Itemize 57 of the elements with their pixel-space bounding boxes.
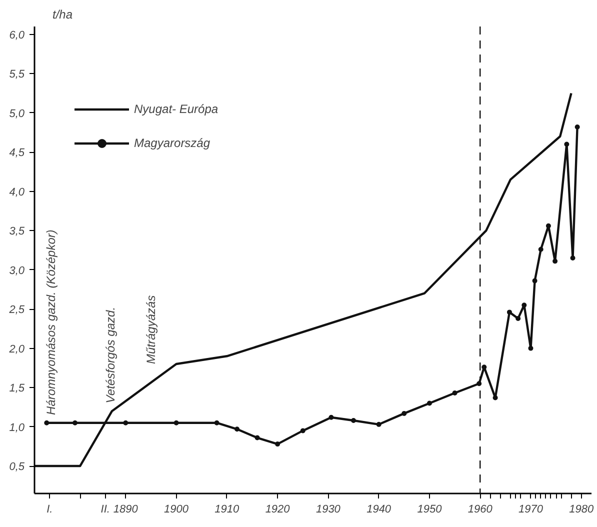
x-tick-label: 1970 [518,504,544,516]
point [351,418,356,424]
y-tick-label: 5,0 [9,108,26,120]
x-tick-label: 1900 [164,504,190,516]
y-tick-label: 4,5 [9,147,26,160]
y-tick-label: 3,5 [9,226,26,238]
point [174,420,179,426]
y-tick-label: 4,0 [9,186,26,198]
x-tick-label: 1920 [265,504,291,516]
x-tick-label: 1960 [468,504,494,516]
y-tick-label: 3,0 [9,264,26,277]
point [72,420,78,426]
annotation: Háromnyomásos gazd. (Középkor) [44,230,58,416]
y-tick-label: 1,0 [9,422,26,434]
point [234,426,240,432]
point [492,395,498,400]
point [538,246,544,252]
y-tick-label: 5,5 [9,68,26,81]
y-tick-label: 1,5 [9,382,26,395]
y-tick-label: 2,0 [8,343,26,356]
point [275,442,280,447]
point [516,316,521,321]
y-axis-title: t/ha [52,8,73,22]
point [552,258,558,264]
x-tick-label: 1980 [569,504,594,516]
point [402,410,407,416]
legend-label: Nyugat- Európa [134,102,218,116]
point [452,390,458,396]
x-tick-label: 1890 [113,504,139,516]
annotation: Vetésforgós gazd. [103,306,118,404]
point [570,256,576,261]
x-tick-label: 1910 [214,504,240,516]
y-tick-label: 2,5 [8,304,26,316]
annotation: Műtrágyázás [144,295,158,364]
point [123,420,128,426]
point [254,435,260,440]
point [44,420,50,426]
x-tick-label: II. [100,504,110,516]
point [426,400,432,406]
point [546,223,551,228]
point [528,346,534,351]
point [506,310,512,315]
x-tick-label: 1950 [417,504,443,516]
point [214,420,220,426]
point [300,428,306,434]
point [574,124,580,130]
x-tick-label: I. [46,504,53,516]
y-tick-label: 0,5 [9,461,26,474]
x-tick-label: 1930 [316,504,342,516]
legend-label: Magyarország [134,136,210,150]
point [564,142,570,147]
y-tick-label: 6,0 [9,29,26,42]
x-tick-label: 1940 [366,504,392,516]
point [522,302,527,308]
point [376,422,382,427]
point [532,278,538,284]
point [328,414,334,420]
